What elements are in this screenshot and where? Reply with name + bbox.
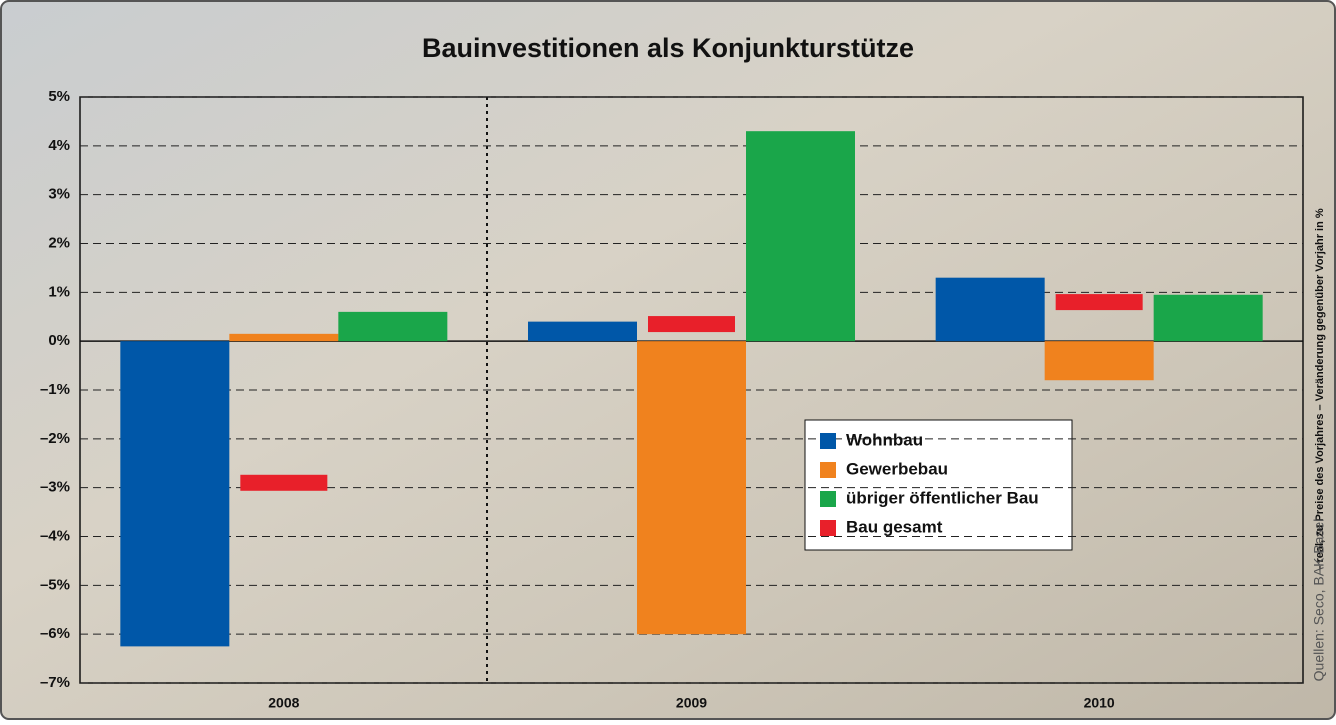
legend-label: Wohnbau [846, 430, 923, 449]
bar [1154, 295, 1263, 341]
y-tick-label: –4% [40, 527, 70, 544]
x-tick-label: 2009 [676, 695, 707, 711]
y-tick-label: –7% [40, 674, 70, 691]
y-tick-label: 0% [48, 332, 70, 349]
source: Quellen: Seco, BAK Basel [1311, 519, 1327, 682]
y-tick-label: 3% [48, 186, 70, 203]
y-tick-label: 5% [48, 88, 70, 105]
total-marker [1056, 294, 1143, 310]
legend-label: Gewerbebau [846, 459, 948, 478]
bar [637, 341, 746, 634]
legend-swatch [820, 520, 836, 536]
y-tick-label: –5% [40, 576, 70, 593]
bar [528, 322, 637, 342]
y-tick-label: –2% [40, 430, 70, 447]
legend-swatch [820, 491, 836, 507]
bar [120, 341, 229, 646]
bar [229, 334, 338, 341]
bar [936, 278, 1045, 341]
legend-label: übriger öffentlicher Bau [846, 488, 1039, 507]
y-tick-label: 1% [48, 283, 70, 300]
legend-label: Bau gesamt [846, 517, 943, 536]
chart: Bauinvestitionen als Konjunkturstütze – … [0, 0, 1336, 720]
y-tick-label: –3% [40, 479, 70, 496]
y-tick-label: 2% [48, 234, 70, 251]
total-marker [648, 316, 735, 332]
y-note: – real, zu Preise des Vorjahres – Veränd… [1314, 208, 1326, 572]
total-marker [240, 475, 327, 491]
y-tick-label: –1% [40, 381, 70, 398]
chart-title: Bauinvestitionen als Konjunkturstütze [422, 33, 914, 63]
x-tick-label: 2010 [1084, 695, 1115, 711]
legend-swatch [820, 433, 836, 449]
y-tick-label: –6% [40, 625, 70, 642]
bar [1045, 341, 1154, 380]
x-tick-label: 2008 [268, 695, 299, 711]
bar [746, 131, 855, 341]
bar [338, 312, 447, 341]
y-tick-label: 4% [48, 137, 70, 154]
legend-swatch [820, 462, 836, 478]
